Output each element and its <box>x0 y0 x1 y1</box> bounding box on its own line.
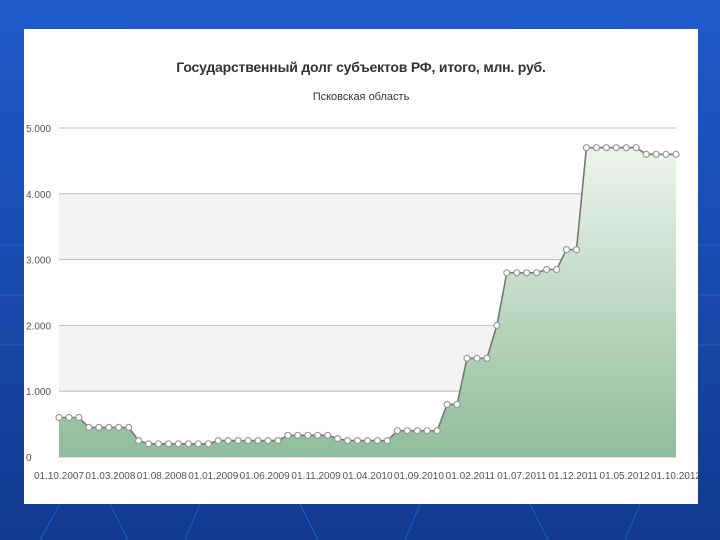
data-point <box>592 144 601 152</box>
data-point <box>443 400 451 408</box>
data-point <box>373 437 382 445</box>
data-point <box>115 423 123 431</box>
data-point <box>533 269 541 277</box>
data-point <box>552 265 561 274</box>
data-point <box>65 413 73 422</box>
x-tick-label: 01.03.2008 <box>85 471 135 482</box>
data-point <box>105 423 113 431</box>
data-point <box>463 354 471 362</box>
x-tick-label: 01.09.2010 <box>394 471 444 482</box>
chart-frame: Государственный долг субъектов РФ, итого… <box>24 29 698 504</box>
data-point <box>164 440 173 448</box>
data-point <box>423 427 431 435</box>
data-point <box>254 437 262 445</box>
data-point <box>194 440 202 448</box>
data-point <box>483 354 491 362</box>
data-point <box>55 413 63 422</box>
chart-title: Государственный долг субъектов РФ, итого… <box>176 59 546 75</box>
data-point <box>393 427 401 435</box>
data-point <box>234 437 242 445</box>
data-point <box>602 144 610 152</box>
x-tick-label: 01.06.2009 <box>240 471 290 482</box>
data-point <box>542 265 551 274</box>
x-tick-label: 01.10.2012 <box>651 471 698 482</box>
data-point <box>433 427 441 435</box>
data-point <box>204 440 212 448</box>
data-point <box>642 150 650 158</box>
data-point <box>503 269 511 277</box>
data-point <box>154 440 163 448</box>
data-point <box>144 440 153 448</box>
y-tick-label: 5.000 <box>26 124 51 135</box>
data-point <box>344 437 352 445</box>
x-tick-label: 01.04.2010 <box>342 471 392 482</box>
data-point <box>125 423 133 431</box>
data-point <box>383 437 391 445</box>
data-point <box>184 440 192 448</box>
data-point <box>403 427 411 435</box>
x-tick-label: 01.11.2009 <box>291 471 341 482</box>
data-point <box>75 413 83 422</box>
x-tick-label: 01.10.2007 <box>34 471 84 482</box>
data-point <box>562 246 571 254</box>
data-point <box>304 431 312 439</box>
data-point <box>672 150 680 158</box>
x-tick-label: 01.07.2011 <box>497 471 547 482</box>
data-point <box>95 423 103 431</box>
data-point <box>334 435 342 443</box>
x-tick-label: 01.02.2011 <box>446 471 496 482</box>
x-tick-label: 01.12.2011 <box>549 471 599 482</box>
data-point <box>493 321 501 329</box>
data-point <box>523 269 531 277</box>
data-point <box>85 423 93 431</box>
x-tick-label: 01.01.2009 <box>188 471 238 482</box>
data-point <box>284 431 292 439</box>
data-point <box>413 427 421 435</box>
y-tick-label: 1.000 <box>26 387 51 398</box>
data-point <box>513 269 521 277</box>
y-tick-label: 4.000 <box>26 190 51 201</box>
data-point <box>274 437 282 445</box>
data-point <box>612 144 620 152</box>
y-tick-label: 3.000 <box>26 256 51 267</box>
data-point <box>174 440 182 448</box>
series-area <box>59 147 676 457</box>
data-point <box>453 400 461 408</box>
data-point <box>582 144 591 152</box>
x-tick-label: 01.05.2012 <box>600 471 650 482</box>
data-point <box>622 144 630 152</box>
data-point <box>294 431 302 439</box>
data-point <box>314 431 322 439</box>
data-point <box>652 150 660 158</box>
data-point <box>572 246 581 254</box>
data-point <box>214 437 222 445</box>
data-point <box>473 354 481 362</box>
data-point <box>244 437 252 445</box>
data-point <box>224 437 232 445</box>
data-point <box>324 431 332 439</box>
data-point <box>363 437 372 445</box>
chart-subtitle: Псковская область <box>312 91 410 103</box>
data-point <box>662 150 670 158</box>
data-point <box>264 437 272 445</box>
y-tick-label: 2.000 <box>26 321 51 332</box>
data-point <box>353 437 362 445</box>
data-point <box>134 437 143 445</box>
y-tick-label: 0 <box>26 453 32 464</box>
data-point <box>632 144 640 152</box>
x-tick-label: 01.08.2008 <box>137 471 187 482</box>
